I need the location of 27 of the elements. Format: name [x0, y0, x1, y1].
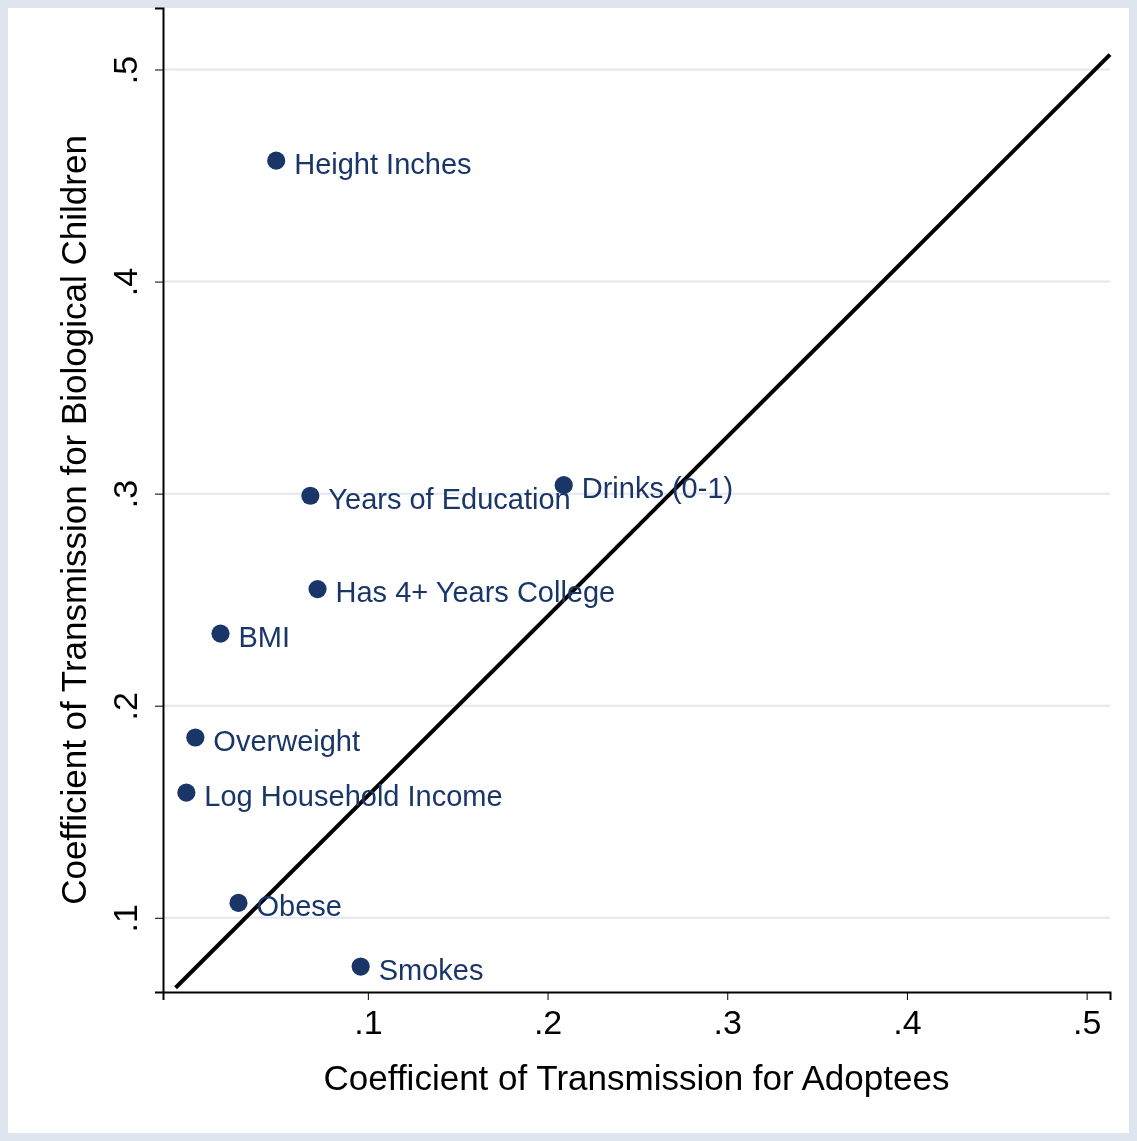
point — [308, 579, 327, 599]
annotation: Drinks (0-1) — [581, 472, 734, 505]
y-tick-label: .2 — [106, 692, 144, 721]
annotation: Years of Education — [328, 482, 571, 515]
annotation: Obese — [256, 889, 342, 922]
x-tick-label: .3 — [713, 1002, 742, 1041]
annotation: Height Inches — [294, 147, 472, 180]
x-tick-label: .2 — [533, 1002, 563, 1041]
x-tick-label: .4 — [893, 1002, 922, 1041]
point — [177, 783, 196, 802]
point — [351, 957, 370, 976]
y-tick-label: .5 — [106, 55, 144, 85]
point — [211, 624, 230, 643]
x-tick-label: .1 — [354, 1002, 383, 1041]
annotation: Smokes — [378, 953, 484, 986]
annotation: Overweight — [213, 724, 361, 757]
y-tick-label: .3 — [106, 479, 144, 509]
annotation: BMI — [238, 620, 291, 653]
y-axis-title: Coefficient of Transmission for Biological Children — [54, 135, 93, 905]
point — [186, 728, 205, 747]
point — [301, 486, 320, 505]
point — [229, 893, 248, 913]
x-axis-title: Coefficient of Transmission for Adoptees — [323, 1058, 950, 1097]
y-tick-label: .4 — [106, 267, 144, 297]
y-tick-label: .1 — [106, 904, 144, 933]
x-tick-label: .5 — [1072, 1002, 1102, 1041]
point — [267, 151, 286, 170]
